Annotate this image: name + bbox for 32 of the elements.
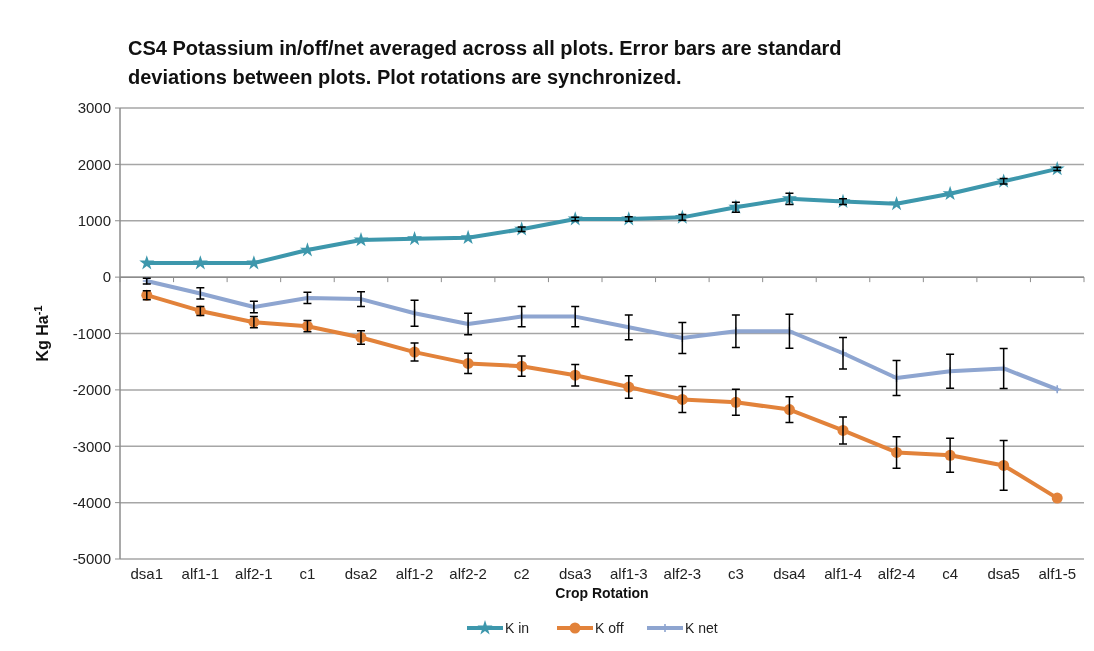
x-tick-label: dsa4 [773,565,806,582]
y-tick-label: 3000 [77,99,111,117]
x-tick-label: dsa1 [130,565,164,582]
legend-label: K in [505,619,530,636]
legend-label: K net [685,619,718,636]
x-tick-label: c4 [942,565,959,582]
x-tick-label: alf2-1 [235,565,273,582]
x-tick-label: dsa3 [558,565,592,582]
x-tick-label: alf2-4 [877,565,916,582]
x-tick-label: alf1-2 [395,565,434,582]
x-tick-label: c2 [513,565,530,582]
x-tick-label: alf1-3 [610,565,648,582]
y-tick-label: 1000 [77,212,111,229]
y-tick-label: -4000 [72,493,111,511]
x-tick-label: c1 [299,565,316,582]
x-tick-label: dsa2 [344,565,378,582]
x-tick-label: alf1-1 [181,565,220,582]
x-tick-label: alf2-2 [449,565,487,582]
y-tick-label: 2000 [77,155,111,173]
legend-label: K off [595,619,624,636]
x-axis-title: Crop Rotation [555,585,649,601]
x-tick-label: dsa5 [987,565,1020,582]
y-tick-label: -1000 [72,324,111,342]
y-tick-label: -3000 [72,437,111,455]
y-tick-label: -2000 [72,381,111,399]
chart-title: CS4 Potassium in/off/net averaged across all plots. Error bars are standard deviations between plots. Plot rotations are synchronized. [128,37,842,88]
y-tick-label: 0 [102,268,111,286]
x-tick-label: c3 [727,565,744,582]
y-tick-label: -5000 [72,550,111,568]
x-tick-label: alf1-5 [1038,565,1076,582]
x-tick-label: alf1-4 [824,565,862,582]
x-tick-label: alf2-3 [663,565,702,582]
